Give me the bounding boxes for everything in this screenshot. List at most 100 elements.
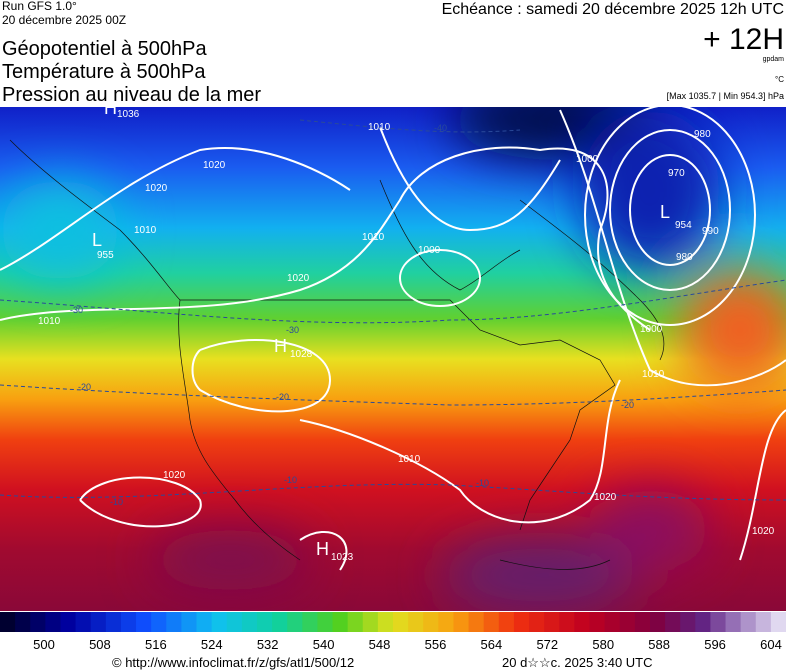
colorbar-swatch xyxy=(740,612,757,632)
colorbar-label: 532 xyxy=(257,637,279,652)
pressure-label: 1010 xyxy=(368,122,391,133)
temperature-label: -40 xyxy=(434,123,447,133)
colorbar-swatch xyxy=(136,612,152,632)
colorbar-label: 540 xyxy=(313,637,335,652)
colorbar-swatch xyxy=(589,612,606,632)
colorbar-swatch xyxy=(408,612,424,632)
colorbar-swatch xyxy=(317,612,334,632)
colorbar-swatch xyxy=(105,612,122,632)
pressure-label: 1000 xyxy=(640,324,663,335)
unit-temperature: °C xyxy=(775,75,784,84)
pressure-label: 990 xyxy=(702,226,719,237)
temperature-field xyxy=(0,107,786,611)
pressure-label: 1000 xyxy=(576,154,599,165)
colorbar-swatch xyxy=(15,612,31,632)
pressure-label: 1010 xyxy=(362,232,385,243)
colorbar-label: 588 xyxy=(648,637,670,652)
pressure-label: 954 xyxy=(675,220,692,231)
pressure-label: H xyxy=(274,336,287,356)
forecast-offset: + 12H xyxy=(703,23,784,56)
pressure-label: 1020 xyxy=(287,273,310,284)
colorbar-label: 556 xyxy=(425,637,447,652)
colorbar-swatch xyxy=(226,612,243,632)
colorbar-label: 524 xyxy=(201,637,223,652)
colorbar-swatch xyxy=(770,612,786,632)
colorbar-swatch xyxy=(513,612,530,632)
run-date: 20 décembre 2025 00Z xyxy=(2,13,126,27)
pressure-label: L xyxy=(92,230,102,250)
colorbar-swatch xyxy=(604,612,621,632)
colorbar-label: 580 xyxy=(592,637,614,652)
colorbar-label: 508 xyxy=(89,637,111,652)
temperature-label: -10 xyxy=(110,497,123,507)
colorbar-swatch xyxy=(211,612,228,632)
colorbar-swatch xyxy=(498,612,515,632)
colorbar-swatch xyxy=(453,612,470,632)
colorbar-swatch xyxy=(60,612,77,632)
colorbar-swatch xyxy=(181,612,197,632)
pressure-label: 1020 xyxy=(145,183,168,194)
pressure-range: [Max 1035.7 | Min 954.3] hPa xyxy=(667,91,784,101)
colorbar-swatch xyxy=(634,612,651,632)
temperature-label: -20 xyxy=(621,400,634,410)
map-labels: H 1036L9551020102010101010100010101020101… xyxy=(38,98,775,563)
pressure-label: 970 xyxy=(668,168,685,179)
run-label: Run GFS 1.0° xyxy=(2,0,77,13)
colorbar-swatch xyxy=(75,612,92,632)
title-line: Température à 500hPa xyxy=(2,61,206,83)
colorbar-swatch xyxy=(196,612,213,632)
colorbar-swatch xyxy=(725,612,742,632)
pressure-label: 980 xyxy=(676,252,693,263)
colorbar-label: 500 xyxy=(33,637,55,652)
colorbar-swatch xyxy=(559,612,575,632)
temperature-label: -20 xyxy=(78,382,91,392)
colorbar-label: 548 xyxy=(369,637,391,652)
temperature-label: -20 xyxy=(276,392,289,402)
pressure-label: 1028 xyxy=(290,349,313,360)
colorbar-swatch xyxy=(302,612,318,632)
colorbar-swatch xyxy=(120,612,137,632)
pressure-label: 1010 xyxy=(134,225,157,236)
colorbar-swatch xyxy=(423,612,439,632)
pressure-label: 1036 xyxy=(117,109,140,120)
unit-geopotential: gpdam xyxy=(763,56,785,63)
colorbar: 500 508 516 524 532 540 548 556 564 572 580 588 596 6… xyxy=(0,612,786,652)
pressure-label: L xyxy=(660,202,670,222)
colorbar-label: 596 xyxy=(704,637,726,652)
colorbar-swatch xyxy=(755,612,772,632)
coastlines xyxy=(9,139,665,570)
colorbar-swatch xyxy=(468,612,485,632)
colorbar-label: 604 xyxy=(760,637,782,652)
colorbar-swatch xyxy=(166,612,182,632)
colorbar-swatch xyxy=(619,612,636,632)
colorbar-swatch xyxy=(151,612,167,632)
colorbar-swatch xyxy=(574,612,590,632)
colorbar-swatch xyxy=(529,612,545,632)
colorbar-swatch xyxy=(483,612,500,632)
pressure-label: 1020 xyxy=(594,492,617,503)
colorbar-swatch xyxy=(287,612,303,632)
colorbar-swatch xyxy=(438,612,454,632)
title-line: Géopotentiel à 500hPa xyxy=(2,38,207,60)
pressure-label: 955 xyxy=(97,250,114,261)
colorbar-swatch xyxy=(90,612,107,632)
colorbar-swatch xyxy=(680,612,696,632)
pressure-label: H xyxy=(316,539,329,559)
colorbar-swatch xyxy=(665,612,681,632)
colorbar-label: 564 xyxy=(481,637,503,652)
colorbar-label: 572 xyxy=(536,637,558,652)
forecast-time: Echéance : samedi 20 décembre 2025 12h U… xyxy=(442,1,784,18)
colorbar-swatch xyxy=(241,612,258,632)
colorbar-swatch xyxy=(393,612,409,632)
pressure-label: 1020 xyxy=(203,160,226,171)
temperature-label: -10 xyxy=(284,475,297,485)
timestamp: 20 d☆☆c. 2025 3:40 UTC xyxy=(502,655,653,670)
pressure-label: 1020 xyxy=(163,470,186,481)
pressure-label: 1010 xyxy=(38,316,61,327)
pressure-label: 980 xyxy=(694,129,711,140)
colorbar-swatch xyxy=(30,612,46,632)
colorbar-swatch xyxy=(347,612,364,632)
pressure-label: 1010 xyxy=(398,454,421,465)
colorbar-swatch xyxy=(0,612,16,632)
